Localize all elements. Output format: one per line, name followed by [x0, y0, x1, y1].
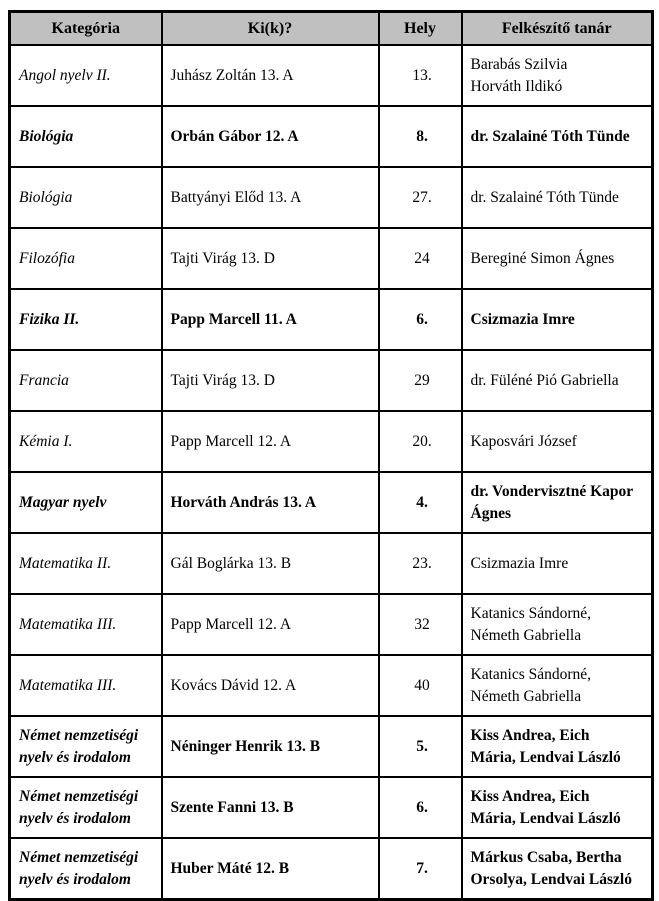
category-cell: Német nemzetiségi nyelv és irodalom — [8, 776, 163, 839]
place-cell: 20. — [377, 410, 463, 473]
place-cell: 23. — [377, 532, 463, 595]
place-cell: 24 — [377, 227, 463, 290]
teacher-cell: Csizmazia Imre — [460, 532, 654, 595]
teacher-cell: Katanics Sándorné, Németh Gabriella — [460, 593, 654, 656]
teacher-cell: Bereginé Simon Ágnes — [460, 227, 654, 290]
table-row: Matematika III. Papp Marcell 12. A 32 Ka… — [8, 593, 654, 656]
who-cell: Juhász Zoltán 13. A — [160, 44, 380, 107]
category-cell: Német nemzetiségi nyelv és irodalom — [8, 837, 163, 901]
teacher-cell: Kaposvári József — [460, 410, 654, 473]
who-cell: Huber Máté 12. B — [160, 837, 380, 901]
category-cell: Német nemzetiségi nyelv és irodalom — [8, 715, 163, 778]
table-row: Német nemzetiségi nyelv és irodalom Néni… — [8, 715, 654, 778]
place-cell: 40 — [377, 654, 463, 717]
results-table: Kategória Ki(k)? Hely Felkészítő tanár A… — [8, 10, 654, 901]
who-cell: Orbán Gábor 12. A — [160, 105, 380, 168]
header-row: Kategória Ki(k)? Hely Felkészítő tanár — [8, 10, 654, 46]
place-cell: 13. — [377, 44, 463, 107]
who-cell: Papp Marcell 12. A — [160, 410, 380, 473]
teacher-cell: Barabás Szilvia Horváth Ildikó — [460, 44, 654, 107]
table-row: Fizika II. Papp Marcell 11. A 6. Csizmaz… — [8, 288, 654, 351]
category-cell: Matematika II. — [8, 532, 163, 595]
category-cell: Fizika II. — [8, 288, 163, 351]
table-row: Francia Tajti Virág 13. D 29 dr. Füléné … — [8, 349, 654, 412]
table-row: Német nemzetiségi nyelv és irodalom Hube… — [8, 837, 654, 901]
column-header-place: Hely — [377, 10, 463, 46]
who-cell: Horváth András 13. A — [160, 471, 380, 534]
category-cell: Matematika III. — [8, 593, 163, 656]
who-cell: Papp Marcell 11. A — [160, 288, 380, 351]
column-header-who: Ki(k)? — [160, 10, 380, 46]
who-cell: Gál Boglárka 13. B — [160, 532, 380, 595]
table-row: Kémia I. Papp Marcell 12. A 20. Kaposvár… — [8, 410, 654, 473]
teacher-cell: Kiss Andrea, Eich Mária, Lendvai László — [460, 776, 654, 839]
teacher-cell: Márkus Csaba, Bertha Orsolya, Lendvai Lá… — [460, 837, 654, 901]
column-header-teacher: Felkészítő tanár — [460, 10, 654, 46]
category-cell: Biológia — [8, 105, 163, 168]
table-row: Filozófia Tajti Virág 13. D 24 Bereginé … — [8, 227, 654, 290]
place-cell: 4. — [377, 471, 463, 534]
table-row: Angol nyelv II. Juhász Zoltán 13. A 13. … — [8, 44, 654, 107]
category-cell: Kémia I. — [8, 410, 163, 473]
column-header-category: Kategória — [8, 10, 163, 46]
teacher-cell: Katanics Sándorné, Németh Gabriella — [460, 654, 654, 717]
teacher-cell: dr. Szalainé Tóth Tünde — [460, 166, 654, 229]
teacher-cell: dr. Füléné Pió Gabriella — [460, 349, 654, 412]
category-cell: Francia — [8, 349, 163, 412]
table-row: Biológia Orbán Gábor 12. A 8. dr. Szalai… — [8, 105, 654, 168]
place-cell: 27. — [377, 166, 463, 229]
who-cell: Papp Marcell 12. A — [160, 593, 380, 656]
place-cell: 5. — [377, 715, 463, 778]
category-cell: Biológia — [8, 166, 163, 229]
place-cell: 8. — [377, 105, 463, 168]
who-cell: Tajti Virág 13. D — [160, 227, 380, 290]
place-cell: 32 — [377, 593, 463, 656]
who-cell: Néninger Henrik 13. B — [160, 715, 380, 778]
teacher-cell: Csizmazia Imre — [460, 288, 654, 351]
place-cell: 29 — [377, 349, 463, 412]
place-cell: 6. — [377, 288, 463, 351]
category-cell: Matematika III. — [8, 654, 163, 717]
who-cell: Battyányi Előd 13. A — [160, 166, 380, 229]
category-cell: Angol nyelv II. — [8, 44, 163, 107]
who-cell: Tajti Virág 13. D — [160, 349, 380, 412]
teacher-cell: Kiss Andrea, Eich Mária, Lendvai László — [460, 715, 654, 778]
category-cell: Magyar nyelv — [8, 471, 163, 534]
category-cell: Filozófia — [8, 227, 163, 290]
table-row: Német nemzetiségi nyelv és irodalom Szen… — [8, 776, 654, 839]
table-row: Matematika III. Kovács Dávid 12. A 40 Ka… — [8, 654, 654, 717]
place-cell: 6. — [377, 776, 463, 839]
teacher-cell: dr. Vondervisztné Kapor Ágnes — [460, 471, 654, 534]
place-cell: 7. — [377, 837, 463, 901]
table-row: Biológia Battyányi Előd 13. A 27. dr. Sz… — [8, 166, 654, 229]
who-cell: Szente Fanni 13. B — [160, 776, 380, 839]
teacher-cell: dr. Szalainé Tóth Tünde — [460, 105, 654, 168]
table-row: Matematika II. Gál Boglárka 13. B 23. Cs… — [8, 532, 654, 595]
who-cell: Kovács Dávid 12. A — [160, 654, 380, 717]
table-row: Magyar nyelv Horváth András 13. A 4. dr.… — [8, 471, 654, 534]
